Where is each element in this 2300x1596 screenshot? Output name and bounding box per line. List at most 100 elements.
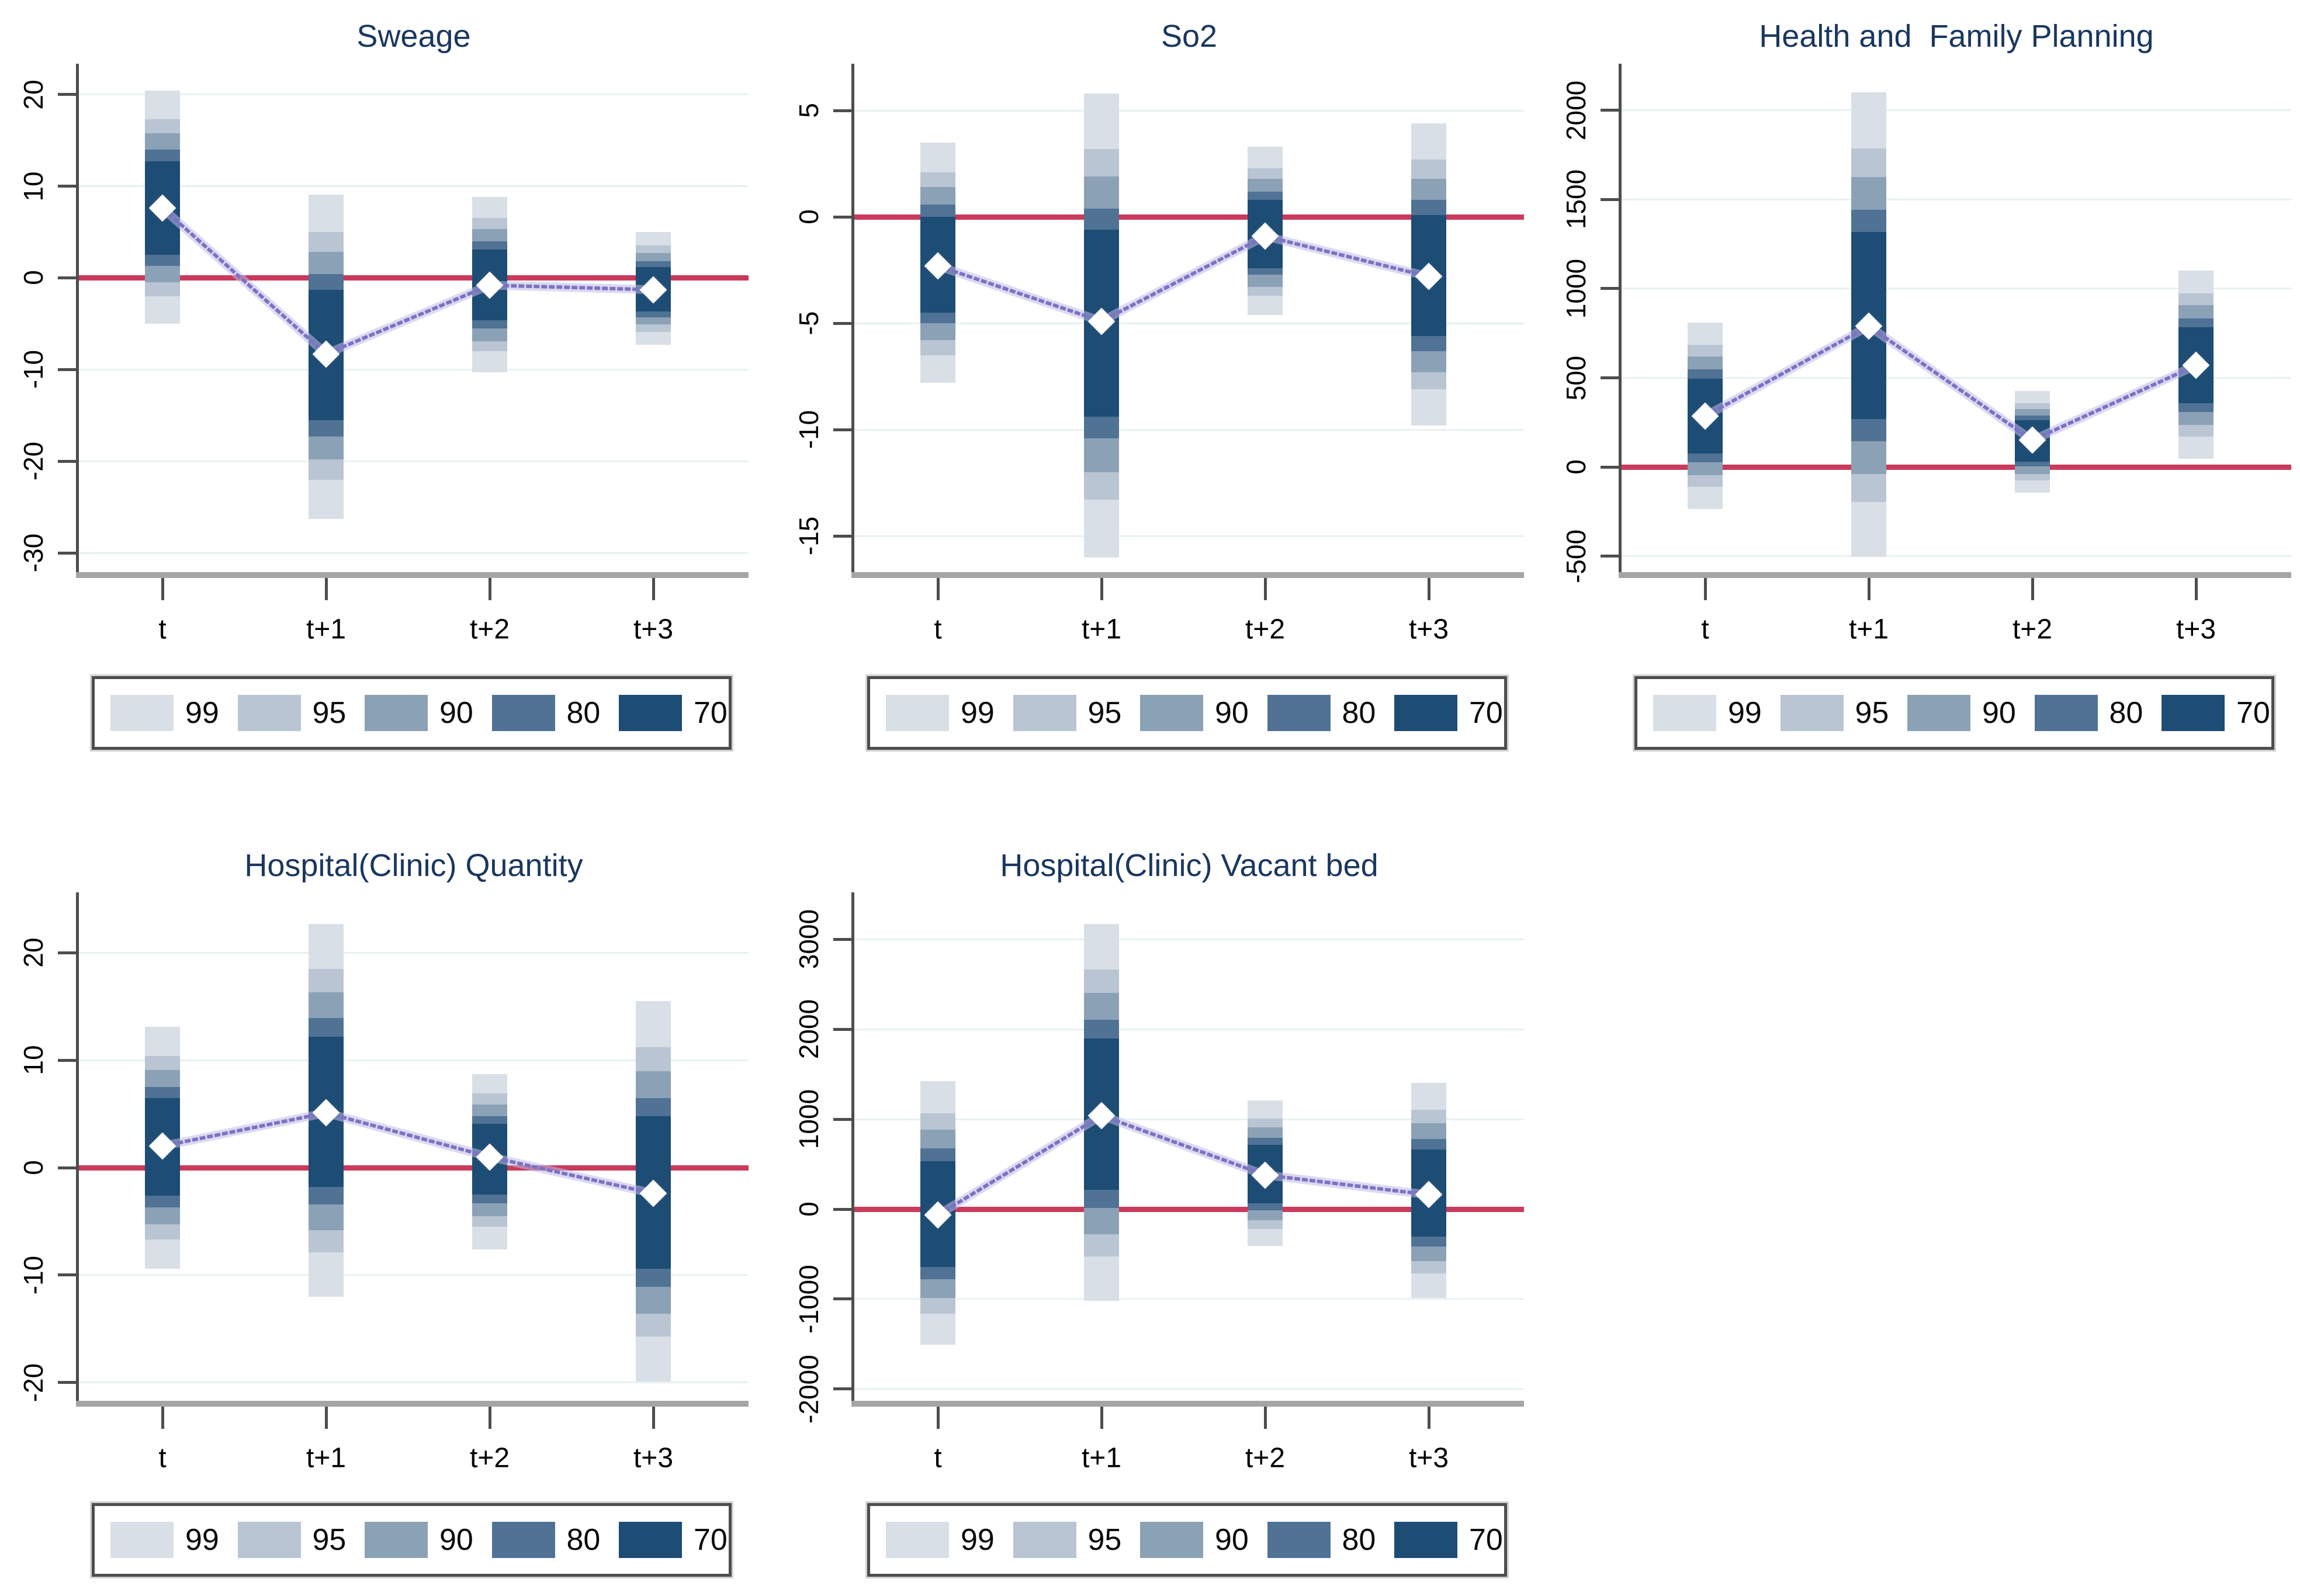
gridline bbox=[854, 1298, 1524, 1300]
gridline bbox=[79, 94, 749, 96]
legend-label: 80 bbox=[566, 696, 601, 730]
y-tick bbox=[1601, 198, 1622, 201]
legend: 99 95 90 80 70 bbox=[90, 1501, 733, 1578]
legend: 99 95 90 80 70 bbox=[1633, 674, 2276, 752]
gridline bbox=[79, 1382, 749, 1384]
y-tick bbox=[833, 1387, 854, 1391]
legend-label: 95 bbox=[1855, 696, 1889, 730]
zero-line bbox=[854, 1206, 1524, 1212]
x-tick-label: t+3 bbox=[633, 1442, 674, 1474]
y-tick bbox=[833, 215, 854, 219]
x-tick-label: t+1 bbox=[1081, 1442, 1122, 1474]
panel-title: Hospital(Clinic) Vacant bed bbox=[1000, 848, 1378, 883]
legend-label: 90 bbox=[1215, 696, 1249, 730]
x-tick-label: t bbox=[158, 1442, 167, 1474]
y-tick bbox=[1601, 465, 1622, 469]
legend-label: 70 bbox=[2236, 696, 2270, 730]
legend-label: 80 bbox=[2109, 696, 2143, 730]
x-tick bbox=[2031, 578, 2034, 600]
x-tick bbox=[1427, 1407, 1430, 1429]
legend-swatch-80 bbox=[491, 695, 555, 731]
x-tick bbox=[324, 578, 328, 600]
gridline bbox=[854, 938, 1524, 940]
gridline bbox=[854, 1028, 1524, 1030]
legend-swatch-99 bbox=[110, 695, 174, 731]
legend-swatch-90 bbox=[1907, 695, 1970, 731]
x-tick bbox=[652, 1407, 655, 1429]
x-tick-label: t+3 bbox=[2176, 614, 2216, 645]
x-tick-label: t+1 bbox=[306, 1442, 347, 1474]
y-tick bbox=[1601, 109, 1622, 112]
x-tick bbox=[1100, 1407, 1103, 1429]
x-tick-label: t+3 bbox=[633, 614, 674, 645]
legend-swatch-90 bbox=[1140, 1522, 1203, 1558]
legend-swatch-70 bbox=[619, 1522, 682, 1558]
y-tick bbox=[58, 1273, 79, 1277]
x-tick bbox=[1703, 578, 1707, 600]
legend-label: 99 bbox=[1728, 696, 1762, 730]
legend-label: 90 bbox=[1215, 1523, 1249, 1557]
legend-swatch-90 bbox=[1140, 695, 1203, 731]
legend-label: 70 bbox=[1469, 1523, 1503, 1557]
zero-line bbox=[79, 1165, 749, 1171]
y-tick bbox=[833, 1027, 854, 1031]
x-tick bbox=[1263, 578, 1267, 600]
y-tick bbox=[58, 551, 79, 555]
x-axis bbox=[1619, 572, 2291, 578]
legend-label: 99 bbox=[185, 1523, 219, 1557]
x-axis bbox=[851, 1401, 1524, 1407]
panel-title: Hospital(Clinic) Quantity bbox=[244, 848, 583, 883]
gridline bbox=[1622, 198, 2291, 200]
legend-label: 95 bbox=[312, 1523, 347, 1557]
legend-label: 80 bbox=[566, 1523, 601, 1557]
panel-title: Sweage bbox=[356, 19, 471, 54]
gridline bbox=[79, 185, 749, 188]
gridline bbox=[79, 552, 749, 554]
x-tick bbox=[2194, 578, 2198, 600]
gridline bbox=[79, 1059, 749, 1061]
legend-label: 99 bbox=[961, 696, 995, 730]
gridline bbox=[1622, 377, 2291, 379]
gridline bbox=[1622, 555, 2291, 558]
gridline bbox=[79, 951, 749, 954]
x-axis bbox=[76, 572, 749, 578]
x-tick bbox=[488, 578, 491, 600]
y-tick bbox=[58, 368, 79, 371]
x-tick-label: t+2 bbox=[469, 614, 510, 645]
x-tick-label: t bbox=[158, 614, 167, 645]
legend: 99 95 90 80 70 bbox=[90, 674, 733, 752]
legend-swatch-99 bbox=[110, 1522, 174, 1558]
legend-swatch-95 bbox=[1013, 695, 1076, 731]
y-axis bbox=[76, 64, 79, 574]
y-tick bbox=[833, 1117, 854, 1121]
y-tick bbox=[833, 937, 854, 941]
y-tick bbox=[1601, 376, 1622, 379]
x-tick bbox=[1867, 578, 1871, 600]
y-tick bbox=[833, 321, 854, 325]
legend-label: 95 bbox=[312, 696, 347, 730]
y-axis bbox=[851, 892, 854, 1403]
legend-label: 95 bbox=[1087, 1523, 1122, 1557]
x-tick-label: t+2 bbox=[469, 1442, 510, 1474]
y-tick bbox=[58, 276, 79, 279]
gridline bbox=[1622, 288, 2291, 290]
y-axis bbox=[1619, 64, 1622, 574]
y-tick bbox=[58, 185, 79, 188]
legend: 99 95 90 80 70 bbox=[865, 674, 1509, 752]
legend-label: 70 bbox=[694, 696, 728, 730]
x-tick-label: t bbox=[934, 1442, 942, 1474]
x-tick bbox=[936, 578, 940, 600]
y-tick bbox=[58, 1058, 79, 1062]
legend-swatch-99 bbox=[886, 695, 949, 731]
y-tick bbox=[833, 1207, 854, 1211]
x-tick-label: t+3 bbox=[1408, 614, 1449, 645]
x-tick-label: t bbox=[934, 614, 942, 645]
gridline bbox=[79, 1274, 749, 1276]
x-tick bbox=[1100, 578, 1103, 600]
legend-label: 90 bbox=[439, 696, 473, 730]
y-tick bbox=[58, 1166, 79, 1169]
y-tick bbox=[1601, 287, 1622, 290]
y-tick bbox=[1601, 555, 1622, 558]
